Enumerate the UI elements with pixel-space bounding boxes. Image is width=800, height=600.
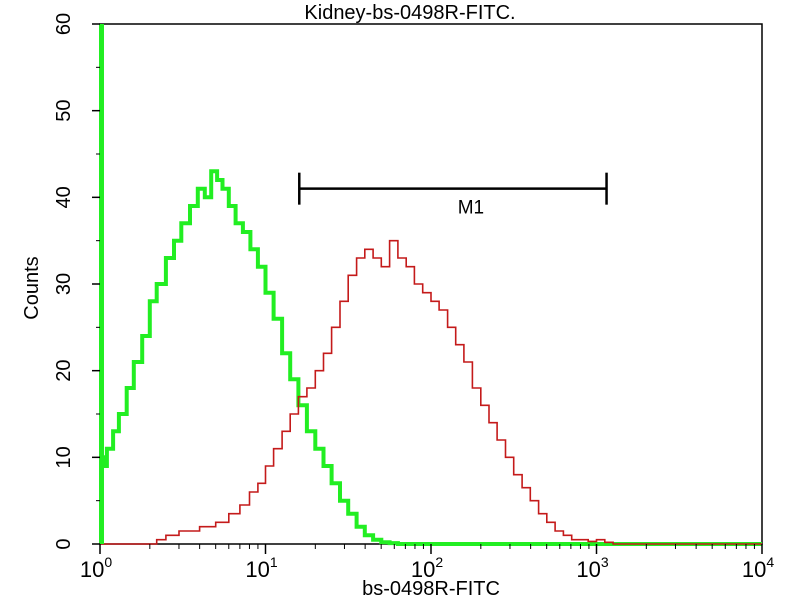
marker-layer: M1 (298, 172, 608, 219)
y-tick-label: 50 (53, 100, 75, 122)
y-tick-label: 10 (53, 446, 75, 468)
plot-frame (99, 23, 763, 545)
y-axis: 0 10 20 30 40 50 60 (53, 13, 100, 550)
y-tick-label: 0 (53, 538, 75, 549)
y-tick-label: 20 (53, 360, 75, 382)
gate-label: M1 (458, 198, 484, 219)
chart-title: Kidney-bs-0498R-FITC. (304, 2, 515, 24)
y-axis-title: Counts (21, 256, 43, 319)
x-axis-title: bs-0498R-FITC (362, 578, 500, 600)
control-series-line (100, 169, 762, 546)
x-axis: 100 101 102 103 104 (80, 544, 774, 582)
y-tick-label: 60 (53, 13, 75, 35)
x-tick-label: 103 (576, 554, 608, 582)
y-tick-label: 40 (53, 186, 75, 208)
series-layer (99, 24, 762, 546)
x-tick-label: 100 (80, 554, 112, 582)
y-tick-label: 30 (53, 273, 75, 295)
sample-series-line (100, 239, 762, 545)
x-tick-label: 104 (742, 554, 774, 582)
x-tick-label: 101 (245, 554, 277, 582)
x-tick-label: 102 (411, 554, 443, 582)
